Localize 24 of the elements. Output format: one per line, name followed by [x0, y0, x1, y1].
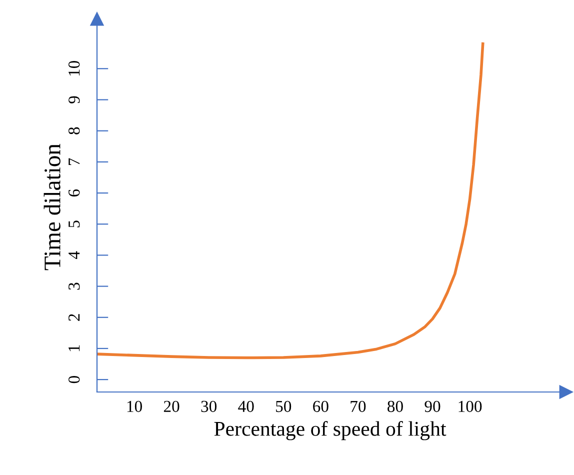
y-tick-label: 5	[68, 220, 80, 228]
x-tick-label: 50	[276, 400, 292, 412]
y-axis-title: Time dilation	[44, 144, 60, 270]
y-tick-label: 1	[68, 345, 80, 352]
x-tick-label: 90	[424, 400, 440, 412]
line-series	[97, 42, 484, 360]
x-tick-label: 10	[127, 400, 142, 412]
x-tick-label: 70	[350, 400, 366, 412]
y-tick-label: 4	[68, 251, 80, 260]
x-tick-label: 30	[201, 400, 217, 412]
x-tick-label: 100	[458, 400, 482, 412]
x-axis-title: Percentage of speed of light	[214, 421, 446, 440]
y-tick-label: 8	[68, 127, 80, 134]
y-tick-label: 6	[68, 189, 80, 196]
y-tick-label: 3	[68, 282, 80, 290]
x-tick-label: 60	[313, 400, 328, 412]
y-tick-label: 9	[68, 96, 80, 104]
y-tick-label: 0	[68, 376, 80, 384]
y-tick-label: 10	[68, 60, 80, 76]
x-tick-label: 40	[238, 400, 254, 412]
x-tick-label: 80	[388, 400, 403, 412]
y-tick-label: 2	[68, 314, 80, 321]
x-tick-label: 20	[164, 400, 180, 412]
y-tick-label: 7	[68, 158, 80, 165]
